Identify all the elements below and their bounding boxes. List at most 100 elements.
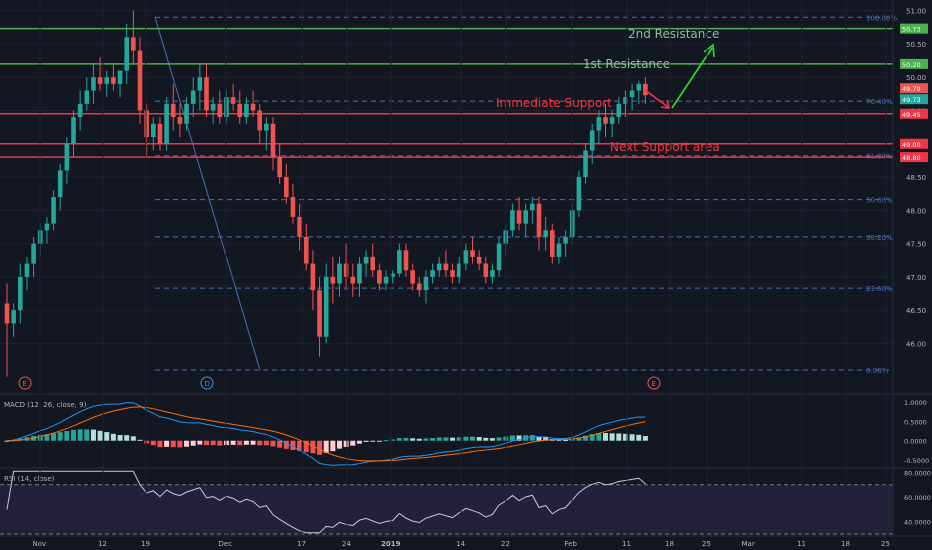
price-pane[interactable]: 46.0046.5047.0047.5048.0048.5049.0049.50…	[0, 8, 928, 390]
candle-body[interactable]	[277, 157, 282, 178]
candle-body[interactable]	[91, 77, 96, 91]
candle-body[interactable]	[476, 256, 482, 264]
candle-body[interactable]	[443, 263, 449, 271]
macd-histogram-bar	[310, 440, 316, 454]
candle-body[interactable]	[450, 270, 455, 277]
candle-body[interactable]	[111, 77, 116, 84]
candle-body[interactable]	[430, 270, 435, 277]
candle-body[interactable]	[456, 263, 462, 277]
candle-body[interactable]	[543, 230, 548, 237]
candle-body[interactable]	[423, 276, 429, 291]
macd-histogram-bar	[117, 435, 123, 441]
candle-body[interactable]	[629, 90, 635, 98]
candle-body[interactable]	[244, 103, 249, 118]
candle-body[interactable]	[636, 83, 642, 91]
candle-body[interactable]	[137, 50, 143, 111]
candle-body[interactable]	[616, 103, 622, 118]
candle-body[interactable]	[97, 77, 103, 84]
candle-body[interactable]	[197, 77, 203, 91]
candle-body[interactable]	[436, 263, 442, 271]
candle-body[interactable]	[596, 117, 602, 131]
candle-body[interactable]	[124, 37, 129, 71]
candle-body[interactable]	[357, 263, 362, 284]
candle-body[interactable]	[264, 123, 269, 131]
candle-body[interactable]	[250, 103, 256, 111]
candle-body[interactable]	[117, 70, 123, 84]
candle-body[interactable]	[31, 243, 36, 264]
candle-body[interactable]	[589, 130, 595, 151]
candle-body[interactable]	[576, 177, 582, 211]
candle-body[interactable]	[550, 230, 555, 257]
candle-body[interactable]	[131, 37, 136, 51]
candle-body[interactable]	[11, 310, 16, 324]
candle-body[interactable]	[51, 197, 56, 224]
event-marker[interactable]	[647, 376, 661, 390]
candle-body[interactable]	[151, 123, 156, 138]
candle-body[interactable]	[530, 203, 535, 211]
candle-body[interactable]	[417, 283, 422, 291]
candle-body[interactable]	[210, 103, 216, 111]
candle-body[interactable]	[583, 150, 588, 178]
candle-body[interactable]	[57, 170, 63, 197]
candle-body[interactable]	[24, 263, 30, 277]
candle-body[interactable]	[536, 203, 542, 237]
candle-body[interactable]	[403, 250, 409, 271]
candle-body[interactable]	[623, 97, 628, 104]
candle-body[interactable]	[290, 197, 296, 217]
candle-body[interactable]	[297, 216, 302, 237]
event-marker[interactable]	[200, 376, 214, 390]
candle-body[interactable]	[310, 263, 316, 291]
candle-body[interactable]	[556, 243, 562, 257]
candle-body[interactable]	[523, 210, 528, 224]
event-marker[interactable]	[18, 376, 32, 390]
candle-body[interactable]	[184, 103, 189, 124]
candle-body[interactable]	[563, 236, 568, 244]
candle-body[interactable]	[237, 103, 243, 118]
candle-body[interactable]	[303, 236, 309, 264]
candle-body[interactable]	[217, 103, 223, 118]
candle-body[interactable]	[84, 90, 90, 104]
candle-body[interactable]	[284, 177, 289, 197]
candle-body[interactable]	[170, 103, 176, 118]
candle-body[interactable]	[71, 117, 76, 144]
candle-body[interactable]	[490, 270, 495, 277]
candle-body[interactable]	[337, 263, 342, 284]
candle-body[interactable]	[190, 90, 196, 104]
candle-body[interactable]	[104, 77, 110, 84]
candle-body[interactable]	[177, 117, 183, 124]
candle-body[interactable]	[257, 110, 262, 131]
candle-body[interactable]	[64, 143, 70, 171]
candle-body[interactable]	[510, 210, 515, 231]
candle-body[interactable]	[44, 223, 50, 231]
candle-body[interactable]	[350, 276, 356, 284]
candle-body[interactable]	[317, 290, 322, 337]
candle-body[interactable]	[463, 250, 469, 264]
candle-body[interactable]	[144, 110, 149, 138]
candle-body[interactable]	[323, 276, 329, 337]
candle-body[interactable]	[204, 77, 209, 111]
candle-body[interactable]	[609, 117, 615, 124]
candle-body[interactable]	[377, 270, 382, 284]
candle-body[interactable]	[18, 276, 23, 311]
candle-body[interactable]	[330, 276, 336, 284]
candle-body[interactable]	[77, 103, 83, 118]
candle-body[interactable]	[370, 256, 376, 271]
candle-body[interactable]	[410, 270, 415, 284]
rsi-pane[interactable]: 80.0000 60.0000 40.0000	[0, 469, 931, 535]
candle-body[interactable]	[470, 250, 475, 257]
candle-body[interactable]	[397, 250, 402, 274]
candle-body[interactable]	[4, 303, 10, 324]
candle-body[interactable]	[516, 210, 522, 224]
candle-body[interactable]	[230, 97, 236, 104]
candle-body[interactable]	[390, 273, 395, 277]
candle-body[interactable]	[164, 103, 169, 144]
candle-body[interactable]	[383, 276, 389, 284]
candle-body[interactable]	[343, 263, 349, 277]
candle-body[interactable]	[603, 117, 608, 124]
candle-body[interactable]	[157, 123, 163, 144]
candle-body[interactable]	[496, 243, 502, 271]
macd-pane[interactable]: 1.0000 0.5000 0.0000 -0.5000	[4, 399, 930, 466]
candle-body[interactable]	[483, 263, 489, 277]
candle-body[interactable]	[270, 123, 276, 158]
candle-body[interactable]	[363, 256, 369, 264]
